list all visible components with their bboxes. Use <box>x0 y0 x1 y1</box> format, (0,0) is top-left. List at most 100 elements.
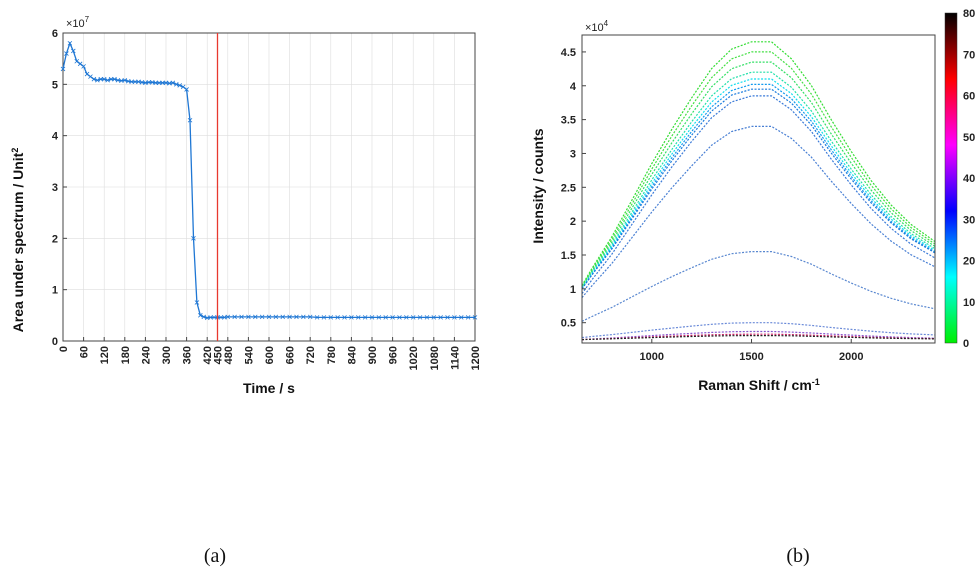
colorbar-tick-label: 20 <box>963 256 975 268</box>
chart-b-series-line <box>582 330 935 341</box>
chart-a-point <box>307 314 313 320</box>
chart-b-frame <box>581 34 936 344</box>
chart-a-point <box>417 315 423 320</box>
chart-b-y-multiplier: ×104 <box>585 19 609 34</box>
chart-a-point <box>98 76 104 82</box>
chart-a-point <box>156 80 162 86</box>
panel-label-a: (a) <box>204 545 226 567</box>
colorbar-tick-label: 70 <box>963 49 975 61</box>
chart-a-point <box>112 76 117 82</box>
chart-a-point <box>314 315 320 320</box>
chart-a-point <box>67 40 73 46</box>
chart-a-point <box>184 87 189 92</box>
chart-a-xtick-label: 660 <box>285 346 297 364</box>
chart-a-point <box>438 315 443 320</box>
chart-b-series-line <box>582 322 935 339</box>
colorbar-tick-label: 10 <box>963 297 975 309</box>
chart-a-xtick-label: 840 <box>346 346 358 364</box>
chart-a-xtick-label: 1020 <box>408 346 420 370</box>
chart-b-series-line <box>582 88 935 290</box>
chart-a-point <box>445 315 450 320</box>
chart-a-point <box>259 314 265 320</box>
chart-a-xtick-label: 300 <box>161 346 173 364</box>
chart-a-point <box>77 61 83 67</box>
chart-b-ytick-label: 2 <box>570 216 576 228</box>
chart-a-point <box>64 51 69 56</box>
chart-a-ytick-label: 1 <box>52 285 58 297</box>
chart-a-y-multiplier: ×107 <box>66 15 90 30</box>
chart-a-point <box>335 315 340 320</box>
chart-b-xtick-label: 1000 <box>640 351 664 363</box>
chart-a-point <box>122 77 128 83</box>
chart-a-xtick-label: 1200 <box>470 346 482 370</box>
chart-a-point <box>280 314 286 320</box>
chart-a-point <box>129 79 134 85</box>
chart-a-point <box>95 77 100 83</box>
chart-a-ytick-label: 5 <box>52 79 58 91</box>
chart-a-xtick-label: 120 <box>99 346 111 364</box>
chart-a-point <box>60 66 66 72</box>
chart-a-point <box>287 314 292 320</box>
chart-a-ytick-label: 6 <box>52 28 58 40</box>
chart-a-point <box>105 77 110 83</box>
colorbar-tick-label: 0 <box>963 338 969 350</box>
chart-a-point <box>266 314 272 320</box>
chart-b-ytick-label: 4.5 <box>561 47 576 59</box>
chart-a-point <box>81 64 86 69</box>
chart-b-ytick-label: 2.5 <box>561 182 576 194</box>
chart-a-xtick-label: 180 <box>120 346 132 364</box>
chart-a-xtick-label: 420 <box>202 346 214 364</box>
chart-a-ytick-label: 3 <box>52 182 58 194</box>
chart-b-ytick-label: 3.5 <box>561 115 576 127</box>
chart-a-point <box>194 300 200 305</box>
chart-a-point <box>208 315 213 320</box>
chart-b-ytick-label: 1.5 <box>561 250 576 262</box>
chart-a-point <box>88 74 93 79</box>
chart-a-point <box>84 71 90 77</box>
chart-a-xtick-label: 1140 <box>449 346 461 370</box>
chart-b-series-line <box>582 251 935 322</box>
chart-a-point <box>252 314 258 320</box>
chart-a-point <box>108 76 114 82</box>
chart-a-point <box>74 58 80 64</box>
chart-a-point <box>174 82 179 87</box>
chart-b-series-line <box>582 51 935 287</box>
chart-a-xlabel: Time / s <box>243 380 295 396</box>
chart-a-point <box>91 76 97 82</box>
chart-a-xtick-label: 240 <box>140 346 152 364</box>
chart-a-xtick-label: 450 <box>213 346 225 364</box>
chart-b-series-line <box>582 335 935 341</box>
colorbar <box>944 12 958 344</box>
chart-b-series-line <box>582 71 935 288</box>
chart-b-xlabel: Raman Shift / cm-1 <box>698 377 820 393</box>
chart-a-point <box>342 315 347 320</box>
chart-a-point <box>349 315 354 320</box>
chart-a-point <box>362 315 368 320</box>
chart-a-point <box>71 48 76 54</box>
chart-a-point <box>177 83 183 88</box>
chart-b-series-line <box>582 61 935 288</box>
chart-a-point <box>132 79 138 85</box>
chart-b-ytick-label: 3 <box>570 148 576 160</box>
panel-label-b: (b) <box>786 545 809 567</box>
chart-a-point <box>239 314 244 320</box>
chart-a-point <box>218 315 224 320</box>
chart-b-series-line <box>582 95 935 294</box>
chart-a-point <box>180 84 186 90</box>
chart-a-point <box>465 315 471 320</box>
chart-b-ytick-label: 4 <box>570 81 577 93</box>
chart-a-xtick-label: 600 <box>264 346 276 364</box>
chart-b-series-line <box>582 83 935 290</box>
chart-a-point <box>452 315 457 320</box>
chart-b-xtick-label: 2000 <box>839 351 863 363</box>
chart-a-point <box>153 80 158 86</box>
chart-b-xtick-label: 1500 <box>739 351 763 363</box>
chart-a-point <box>410 315 416 320</box>
chart-a-point <box>458 315 464 320</box>
colorbar-tick-label: 80 <box>963 8 975 20</box>
chart-a-point <box>170 80 176 86</box>
chart-a-point <box>301 314 306 320</box>
chart-a-point <box>198 313 203 318</box>
